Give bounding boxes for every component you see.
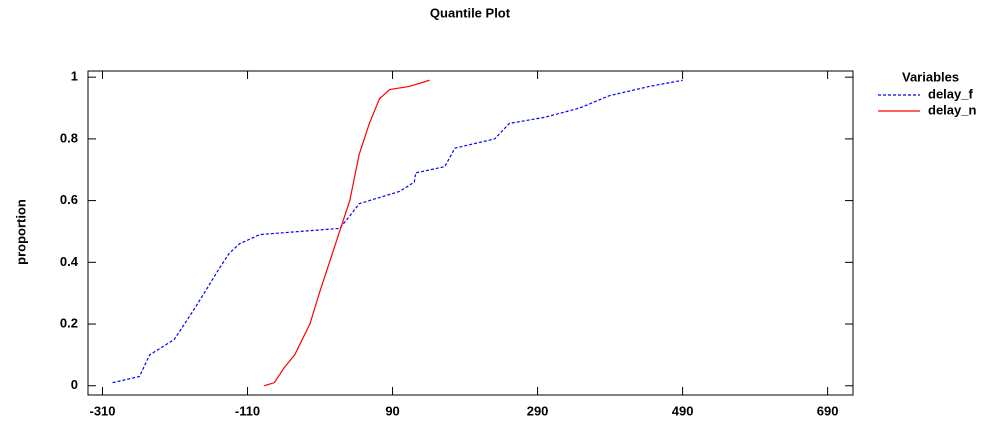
y-axis-label: proportion [13,199,28,265]
x-tick-label: 690 [817,403,839,418]
y-tick-label: 0.8 [60,130,78,145]
data-line [112,79,683,384]
plot-frame [87,70,854,396]
x-tick-label: -310 [89,403,115,418]
data-line [264,79,430,387]
y-tick-label: 0.4 [60,254,79,269]
y-tick-label: 0.2 [60,315,78,330]
legend-title: Variables [902,69,959,84]
y-tick-label: 0 [71,377,78,392]
x-tick-label: -110 [235,403,260,418]
legend-label: delay_f [928,86,973,101]
legend-label: delay_n [928,102,976,117]
chart-title: Quantile Plot [430,5,511,20]
y-tick-label: 0.6 [60,192,78,207]
x-tick-label: 490 [672,403,694,418]
x-tick-label: 290 [527,403,549,418]
y-tick-label: 1 [71,69,78,84]
x-tick-label: 90 [385,403,399,418]
